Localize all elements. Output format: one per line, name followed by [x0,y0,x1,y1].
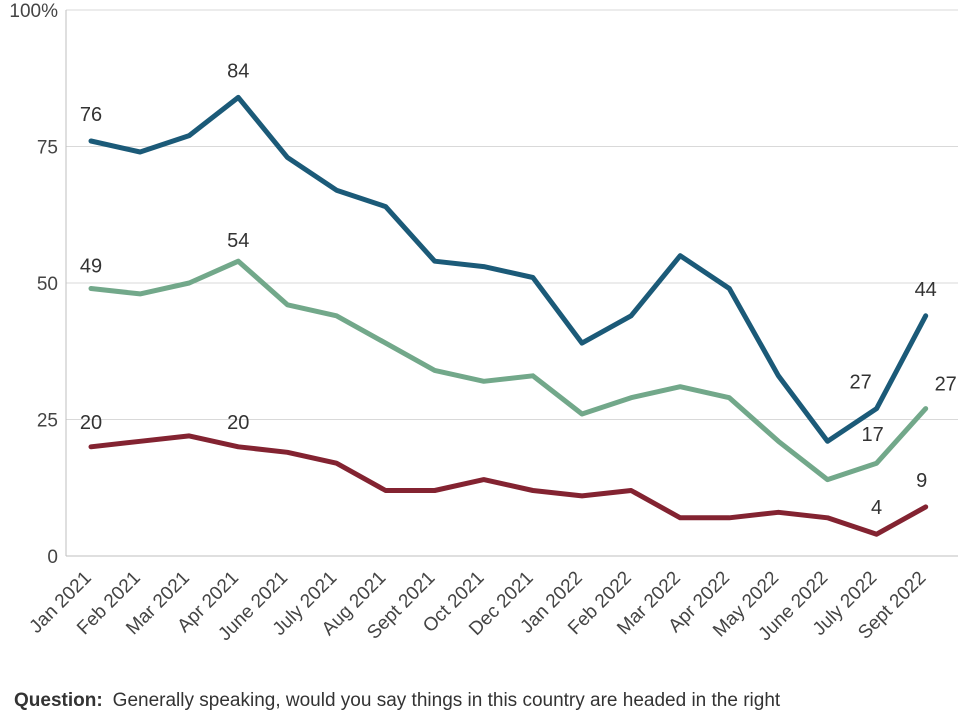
data-label: 20 [80,412,102,434]
question-footnote: Question: Generally speaking, would you s… [14,690,780,712]
data-label: 44 [915,279,937,301]
data-label: 9 [916,470,927,492]
data-label: 20 [227,412,249,434]
y-tick-label: 50 [37,274,58,295]
data-label: 76 [80,104,102,126]
question-label: Question: [14,690,103,711]
y-tick-label: 25 [37,411,58,432]
data-label: 27 [849,372,871,394]
data-label: 27 [935,374,957,396]
question-text: Generally speaking, would you say things… [112,690,781,711]
data-label: 84 [227,60,249,82]
series-line [88,433,929,537]
y-tick-label: 100% [9,1,58,22]
data-label: 54 [227,230,249,252]
y-tick-label: 0 [47,547,58,568]
data-label: 49 [80,255,102,277]
data-label: 17 [861,424,883,446]
y-tick-label: 75 [37,138,58,159]
data-label: 4 [871,497,882,519]
series-line [88,94,929,444]
series-line [88,258,929,483]
